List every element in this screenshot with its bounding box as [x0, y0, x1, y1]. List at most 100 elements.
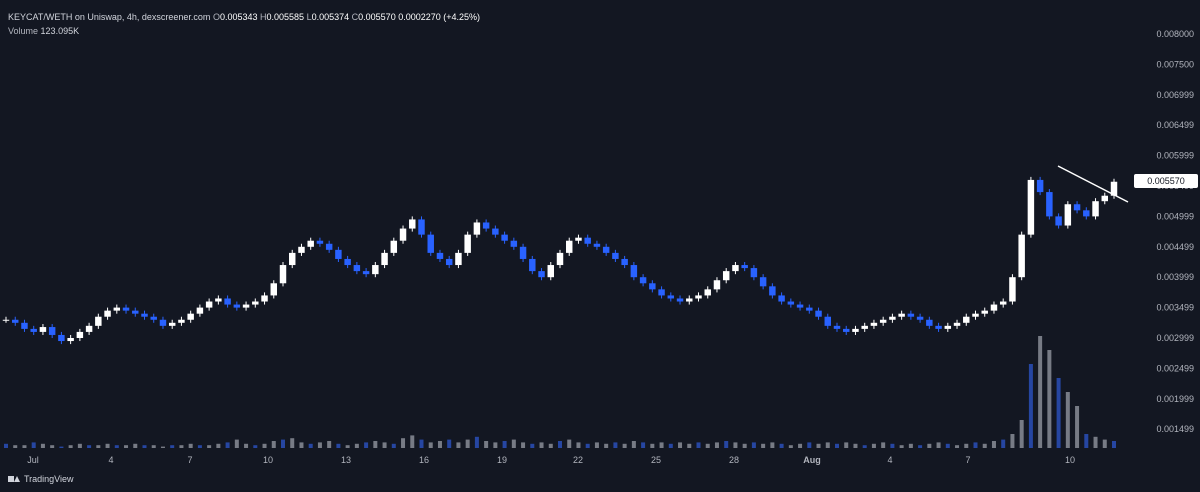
volume-bar: [724, 441, 729, 448]
time-tick-label: Jul: [27, 455, 39, 465]
candle-body: [168, 322, 176, 326]
volume-bar: [594, 442, 599, 448]
volume-bar: [1112, 441, 1116, 448]
time-tick-label: 28: [729, 455, 739, 465]
volume-bar: [705, 443, 710, 448]
candle-body: [122, 307, 130, 311]
candle-body: [815, 310, 822, 317]
volume-bar: [197, 445, 202, 448]
candle-body: [1101, 195, 1108, 202]
candle-body: [732, 265, 739, 272]
candle-body: [750, 268, 758, 278]
volume-bar: [1084, 434, 1089, 448]
time-tick-label: 22: [573, 455, 583, 465]
candle-body: [418, 219, 425, 235]
candle-body: [427, 234, 434, 253]
candle-body: [556, 252, 564, 266]
candle-body: [196, 307, 204, 314]
candle-body: [492, 228, 499, 235]
legend-symbol: KEYCAT/WETH on Uniswap, 4h, dexscreener.…: [8, 12, 211, 22]
volume-bar: [733, 442, 738, 448]
volume-bar: [641, 442, 646, 448]
volume-bar: [401, 438, 406, 448]
volume-bar: [437, 441, 442, 448]
volume-bar: [317, 442, 322, 448]
volume-bar: [844, 442, 849, 448]
candle-body: [566, 240, 573, 253]
volume-bar: [659, 442, 664, 448]
trendline[interactable]: [1057, 165, 1129, 203]
candle-body: [575, 237, 582, 241]
volume-bar: [779, 443, 784, 448]
candle-body: [455, 252, 462, 266]
candle-body: [695, 295, 702, 299]
volume-bar: [290, 438, 295, 448]
candle-body: [12, 319, 19, 323]
price-tick-label: 0.006999: [1156, 90, 1194, 100]
price-tick-label: 0.007500: [1156, 59, 1194, 69]
candle-body: [113, 307, 121, 311]
candle-body: [205, 301, 213, 308]
candle-body: [409, 219, 416, 229]
volume-bar: [890, 443, 895, 448]
volume-bar: [105, 443, 110, 448]
candle-body: [215, 298, 222, 302]
volume-bar: [188, 443, 193, 448]
volume-bar: [308, 443, 313, 448]
candle-body: [769, 286, 776, 296]
candle-body: [159, 319, 167, 326]
candle-body: [713, 280, 721, 290]
candle-body: [289, 252, 296, 266]
price-tick-label: 0.008000: [1156, 29, 1194, 39]
volume-bar: [502, 441, 507, 448]
candle-body: [307, 240, 314, 247]
volume-bar: [1019, 420, 1024, 448]
candle-body: [58, 334, 65, 342]
volume-bar: [1028, 364, 1033, 448]
candle-body: [1018, 234, 1025, 278]
volume-bar: [114, 445, 119, 448]
volume-bar: [622, 443, 627, 448]
candle-body: [1055, 216, 1062, 226]
candle-body: [593, 243, 601, 247]
legend-open-value: 0.005343: [219, 12, 258, 22]
volume-bar: [899, 445, 904, 448]
volume-bar: [927, 443, 932, 448]
candle-body: [30, 328, 37, 332]
candle-body: [889, 316, 896, 320]
candle-body: [252, 301, 259, 305]
volume-bar: [207, 445, 212, 448]
candle-body: [344, 258, 351, 266]
legend-close-value: 0.005570: [358, 12, 396, 22]
candles: [2, 176, 1118, 345]
volume-bar: [96, 445, 101, 448]
price-tick-label: 0.003499: [1156, 303, 1194, 313]
volume-bar: [991, 441, 996, 448]
candle-body: [519, 246, 527, 259]
footer[interactable]: TradingView: [8, 474, 74, 484]
volume-bar: [678, 442, 683, 448]
candle-body: [870, 322, 878, 326]
volume-bar: [1102, 439, 1107, 448]
volume-bar: [558, 441, 562, 448]
price-tick-label: 0.005999: [1156, 151, 1194, 161]
candle-body: [233, 304, 241, 308]
volume-bar: [631, 441, 636, 448]
volume-bar: [179, 445, 184, 448]
volume-bar: [447, 439, 452, 448]
candle-body: [953, 322, 961, 326]
candle-body: [667, 295, 675, 299]
volume-bar: [216, 443, 221, 448]
candle-body: [879, 319, 887, 323]
candle-body: [796, 304, 804, 308]
volume-bar: [548, 443, 553, 448]
candle-body: [649, 283, 656, 290]
candle-body: [843, 328, 850, 332]
candle-body: [279, 265, 287, 284]
volume-bar: [511, 439, 516, 448]
volume-bar: [354, 443, 359, 448]
candle-body: [21, 322, 28, 329]
footer-brand: TradingView: [24, 474, 74, 484]
candle-body: [538, 271, 545, 278]
